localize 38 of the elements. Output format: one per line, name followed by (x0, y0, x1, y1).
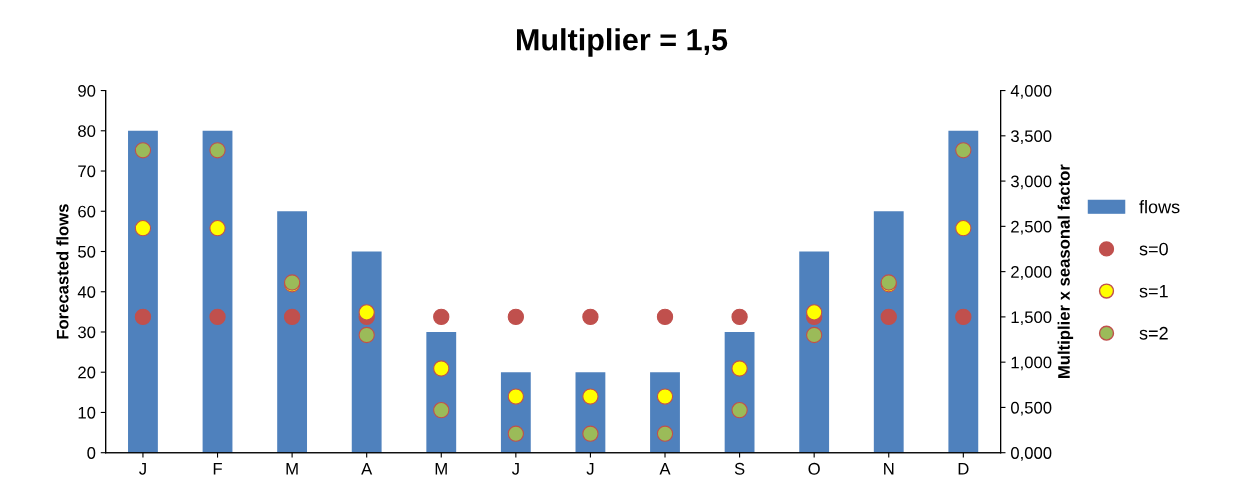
x-tick-label: A (361, 463, 373, 475)
y-tick-label: 90 (78, 84, 96, 97)
x-tick-label: S (734, 462, 745, 475)
y2-tick-label: 4,000 (1010, 84, 1052, 99)
x-tick-label: J (586, 463, 594, 475)
y-axis-title: Forecasted flows (56, 204, 69, 339)
x-tick-label: M (435, 463, 447, 475)
x-tick-label: M (286, 463, 298, 475)
legend-label: s=2 (1139, 326, 1168, 340)
y2-tick-label: 1,000 (1011, 356, 1052, 371)
y-tick-label: 60 (78, 205, 96, 218)
y2-tick-label: 3,000 (1010, 175, 1052, 190)
y-tick-label: 0 (87, 447, 96, 459)
y-tick-label: 30 (78, 326, 96, 339)
y-tick-label: 10 (78, 406, 96, 419)
y-tick-label: 50 (78, 245, 96, 258)
y-tick-label: 80 (78, 125, 96, 137)
x-tick-label: J (511, 463, 519, 475)
y-tick-label: 40 (77, 286, 96, 298)
y-tick-label: 20 (78, 366, 96, 379)
legend-label: s=0 (1139, 242, 1168, 256)
x-tick-label: F (213, 463, 222, 475)
x-tick-label: D (958, 463, 969, 475)
x-tick-label: A (659, 463, 671, 475)
y2-tick-label: 2,500 (1011, 220, 1052, 235)
y2-axis-title: Multiplier x seasonal factor (1057, 164, 1074, 378)
legend-label: flows (1139, 200, 1180, 214)
x-tick-label: J (139, 463, 146, 475)
x-tick-label: O (808, 462, 820, 475)
y2-tick-label: 0,500 (1010, 401, 1052, 416)
legend-label: s=1 (1139, 284, 1168, 298)
y2-tick-label: 3,500 (1010, 130, 1052, 144)
y-tick-label: 70 (78, 165, 96, 178)
y2-tick-label: 0,000 (1010, 447, 1052, 461)
y2-tick-label: 2,000 (1011, 266, 1052, 280)
y2-tick-label: 1,500 (1011, 311, 1052, 326)
chart-title: Multiplier = 1,5 (517, 28, 728, 57)
x-tick-label: N (884, 463, 894, 475)
